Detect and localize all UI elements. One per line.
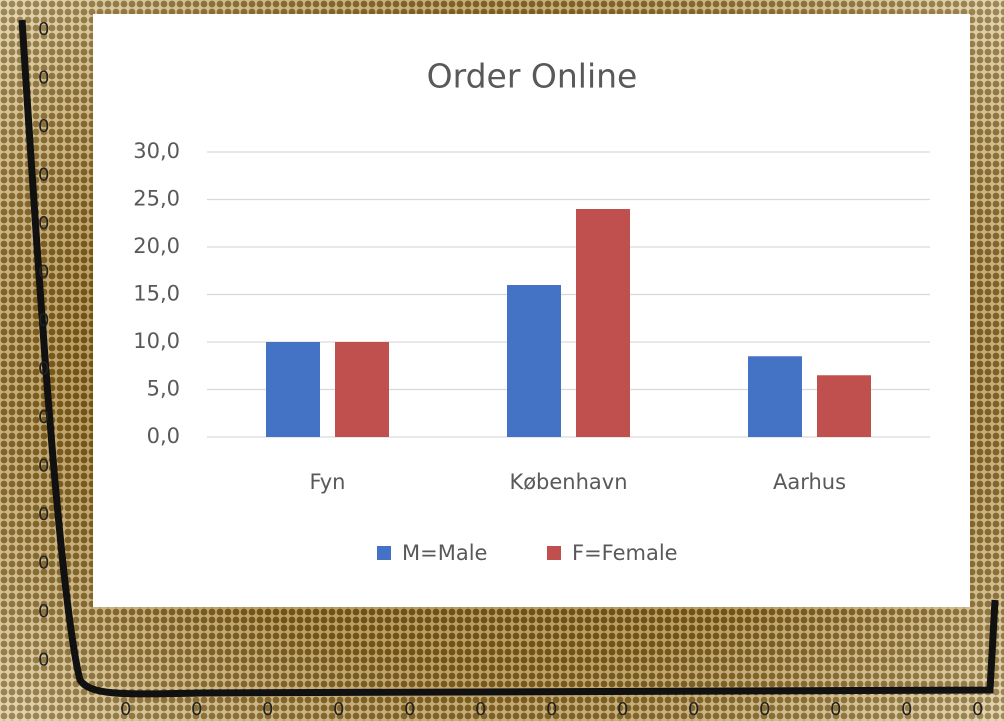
y-tick-label: 0,0: [147, 424, 180, 448]
sheet-cell: 0: [38, 601, 49, 622]
sheet-cell: 0: [546, 699, 557, 720]
x-tick-label: Aarhus: [773, 470, 846, 494]
y-tick-label: 15,0: [133, 282, 180, 306]
sheet-cell: 0: [617, 699, 628, 720]
x-tick-label: København: [509, 470, 627, 494]
sheet-cell: 0: [38, 456, 49, 477]
sheet-cell: 0: [830, 699, 841, 720]
sheet-cell: 0: [38, 262, 49, 283]
sheet-cell: 0: [38, 116, 49, 137]
sheet-cell: 0: [120, 699, 131, 720]
bar: [507, 285, 561, 437]
sheet-cell: 0: [262, 699, 273, 720]
legend-label: M=Male: [402, 541, 487, 565]
legend-swatch: [547, 546, 561, 560]
y-tick-label: 30,0: [133, 139, 180, 163]
sheet-cell: 0: [475, 699, 486, 720]
sheet-cell: 0: [901, 699, 912, 720]
sheet-cell: 0: [38, 359, 49, 380]
ink-stroke: [18, 19, 999, 698]
bar: [576, 209, 630, 437]
sheet-cell: 0: [404, 699, 415, 720]
bar: [817, 375, 871, 437]
sheet-cell: 0: [38, 19, 49, 40]
y-tick-label: 10,0: [133, 329, 180, 353]
legend-label: F=Female: [572, 541, 678, 565]
y-tick-label: 25,0: [133, 187, 180, 211]
x-tick-label: Fyn: [310, 470, 346, 494]
legend-swatch: [377, 546, 391, 560]
bar: [266, 342, 320, 437]
bar: [748, 356, 802, 437]
sheet-cell: 0: [38, 553, 49, 574]
sheet-cell: 0: [38, 165, 49, 186]
sheet-cell: 0: [38, 407, 49, 428]
chart-title: Order Online: [427, 57, 638, 96]
sheet-cell: 0: [38, 213, 49, 234]
sheet-cell: 0: [38, 310, 49, 331]
sheet-cell: 0: [759, 699, 770, 720]
sheet-cell: 0: [191, 699, 202, 720]
sheet-cell: 0: [38, 650, 49, 671]
sheet-cell: 0: [38, 504, 49, 525]
sheet-cell: 0: [38, 68, 49, 89]
sheet-cell: 0: [333, 699, 344, 720]
sheet-cell: 0: [688, 699, 699, 720]
sheet-cell: 0: [972, 699, 983, 720]
y-tick-label: 20,0: [133, 234, 180, 258]
y-tick-label: 5,0: [147, 377, 180, 401]
bar: [335, 342, 389, 437]
